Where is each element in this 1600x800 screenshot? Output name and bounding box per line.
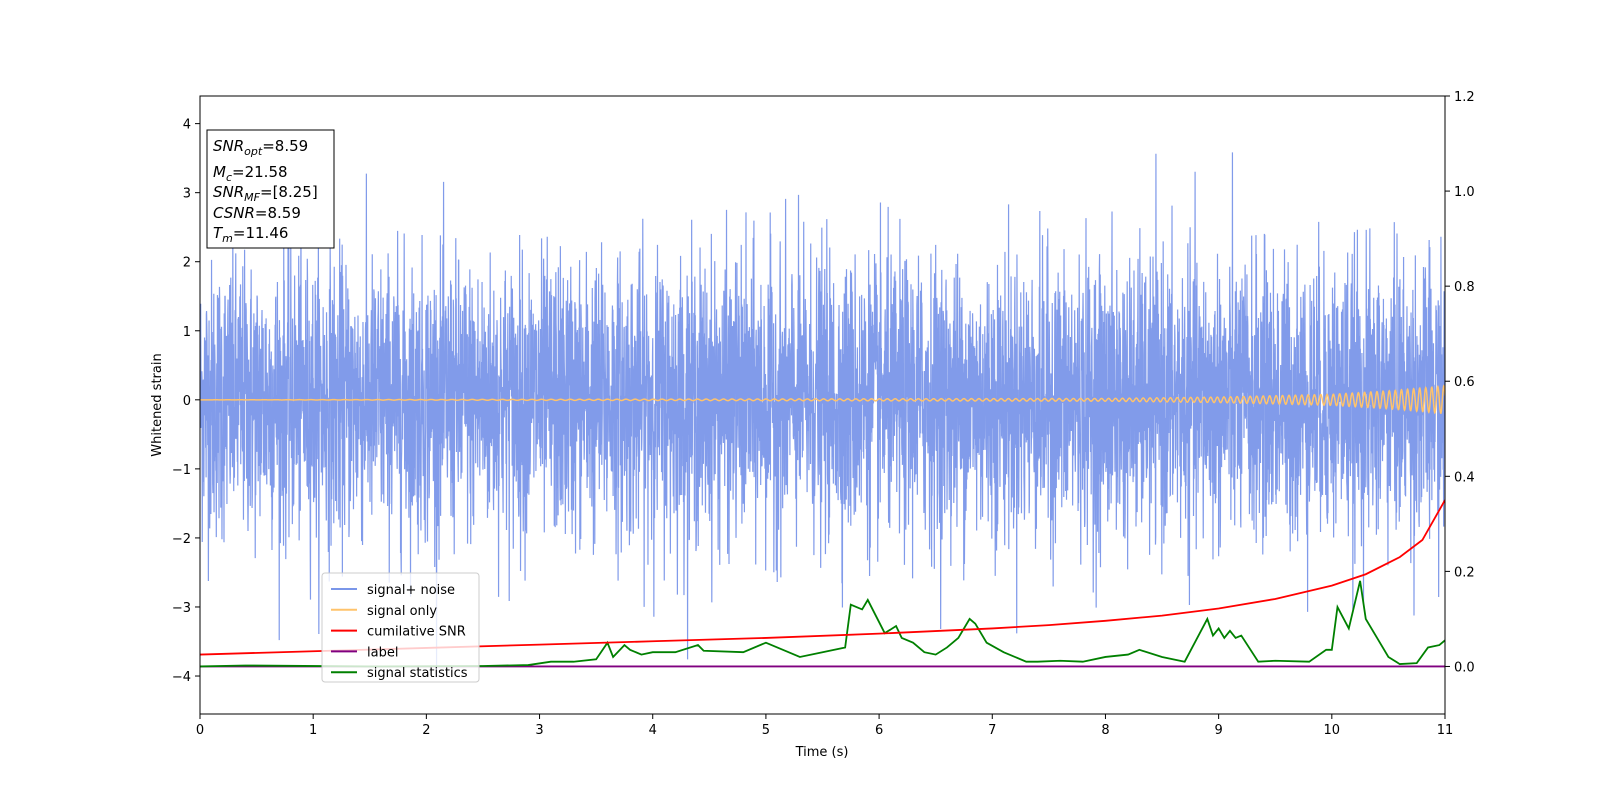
series-signal-noise: [200, 152, 1445, 678]
legend-label-3: label: [367, 645, 398, 660]
y-tick-label-6: −2: [172, 532, 191, 547]
annotation-csnr: CSNR=8.59: [213, 204, 301, 222]
legend-label-4: signal statistics: [367, 666, 468, 681]
x-axis: 0 1 2 3 4 5 6 7 8 9 10 11: [196, 714, 1453, 738]
y-tick-label-3: 1: [183, 325, 191, 340]
x-tick-label-9: 9: [1214, 723, 1222, 738]
annotation-frame: [206, 129, 335, 249]
x-tick-label-4: 4: [649, 723, 657, 738]
y2-tick-label-0: 1.2: [1454, 90, 1475, 105]
legend: signal+ noise signal only cumilative SNR la…: [321, 572, 480, 683]
y2-tick-label-5: 0.2: [1454, 565, 1475, 580]
y2-tick-label-6: 0.0: [1454, 660, 1475, 675]
legend-frame: [321, 572, 480, 683]
x-tick-label-7: 7: [988, 723, 996, 738]
annotation-snr-mf: SNRMF=[8.25]: [213, 183, 318, 204]
y2-tick-label-2: 0.8: [1454, 280, 1475, 295]
x-tick-label-1: 1: [309, 723, 317, 738]
y2-tick-label-4: 0.4: [1454, 470, 1475, 485]
legend-label-1: signal only: [367, 604, 437, 619]
plot-frame: [199, 95, 1446, 715]
x-tick-label-11: 11: [1437, 723, 1454, 738]
y2-tick-label-1: 1.0: [1454, 185, 1475, 200]
x-tick-label-2: 2: [422, 723, 430, 738]
x-tick-label-6: 6: [875, 723, 883, 738]
y2-tick-label-3: 0.6: [1454, 375, 1475, 390]
series-signal-only: [200, 384, 1445, 415]
annotation-box: SNRopt=8.59 Mc=21.58 SNRMF=[8.25] CSNR=8…: [206, 129, 335, 249]
annotation-tm: Tm=11.46: [213, 224, 288, 245]
annotation-mc: Mc=21.58: [213, 163, 288, 184]
annotation-snr-opt: SNRopt=8.59: [213, 137, 308, 158]
legend-label-2: cumilative SNR: [367, 625, 466, 640]
x-tick-label-0: 0: [196, 723, 204, 738]
y-tick-label-4: 0: [183, 394, 191, 409]
y-tick-label-0: 4: [183, 118, 191, 133]
series-cumulative-snr: [200, 499, 1445, 656]
y-axis-left: 4 3 2 1 0 −1 −2 −3 −4: [172, 118, 200, 685]
x-tick-label-10: 10: [1324, 723, 1341, 738]
x-tick-label-3: 3: [535, 723, 543, 738]
y-axis-title: Whitened strain: [150, 353, 165, 456]
y-tick-label-2: 2: [183, 256, 191, 271]
legend-label-0: signal+ noise: [367, 583, 455, 598]
y-tick-label-5: −1: [172, 463, 191, 478]
y-axis-right: 1.2 1.0 0.8 0.6 0.4 0.2 0.0: [1445, 90, 1475, 675]
y-tick-label-1: 3: [183, 187, 191, 202]
y-tick-label-7: −3: [172, 601, 191, 616]
x-tick-label-5: 5: [762, 723, 770, 738]
x-axis-title: Time (s): [795, 745, 849, 760]
y-tick-label-8: −4: [172, 670, 191, 685]
series-signal-statistics: [200, 580, 1445, 668]
x-tick-label-8: 8: [1101, 723, 1109, 738]
